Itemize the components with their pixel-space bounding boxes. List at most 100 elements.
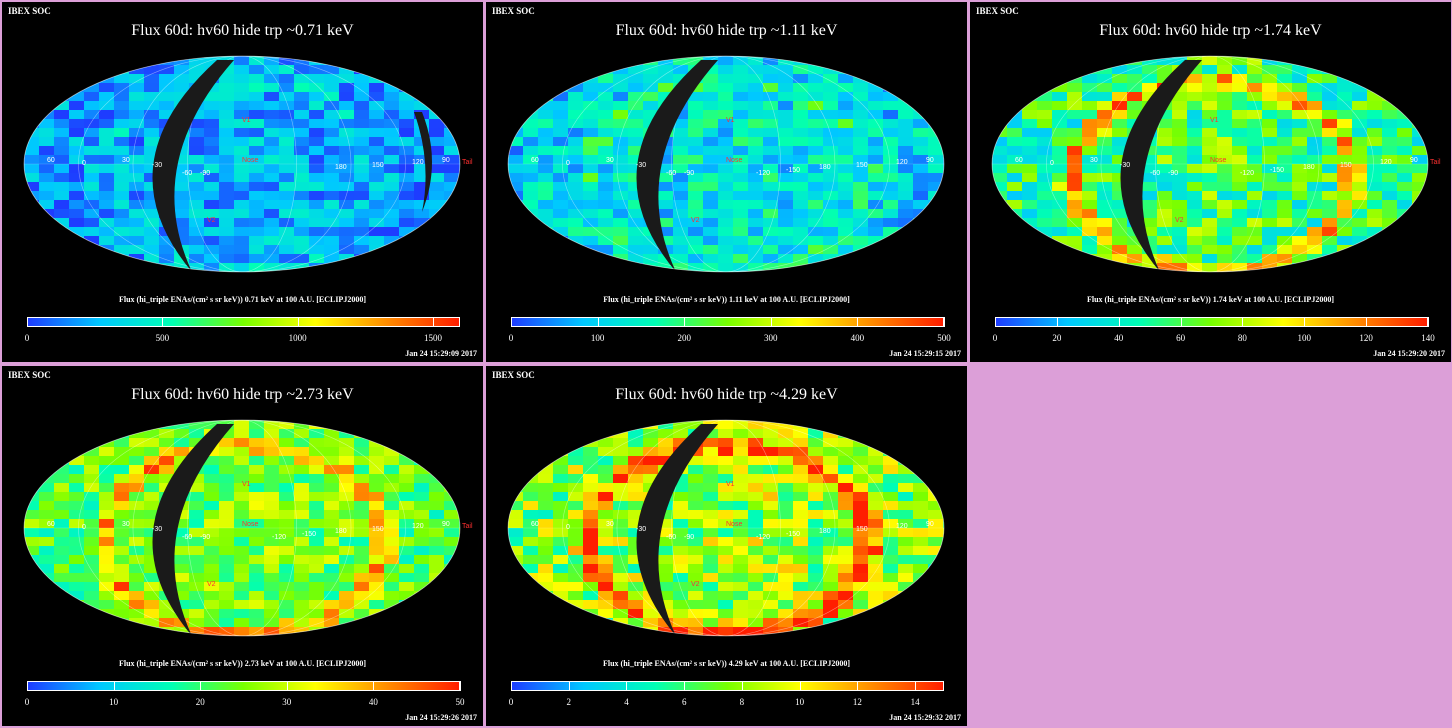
map-pixel [429,110,445,120]
map-pixel [1022,128,1038,138]
map-pixel [883,209,899,219]
map-pixel [129,420,145,430]
map-pixel [943,573,944,583]
map-pixel [628,254,644,264]
map-pixel [219,173,235,183]
map-marker-label: Nose [726,521,743,528]
map-pixel [174,164,190,174]
map-pixel [339,573,355,583]
map-pixel [1217,110,1233,120]
map-pixel [568,56,584,66]
map-pixel [823,227,839,237]
map-pixel [174,92,190,102]
map-pixel [249,492,265,502]
map-pixel [279,173,295,183]
map-pixel [144,609,160,619]
map-pixel [598,492,614,502]
map-pixel [384,245,400,255]
map-pixel [429,501,445,511]
map-pixel [309,600,325,610]
map-pixel [688,519,704,529]
map-pixel [189,573,205,583]
map-pixel [264,137,280,147]
map-pixel [943,591,944,601]
map-pixel [39,618,55,628]
map-pixel [868,191,884,201]
map-pixel [39,447,55,457]
map-pixel [189,164,205,174]
map-pixel [429,537,445,547]
map-pixel [24,236,40,246]
colorbar-tick-label: 80 [1237,333,1247,343]
map-pixel [793,137,809,147]
map-pixel [324,209,340,219]
map-pixel [568,618,584,628]
map-pixel [429,555,445,565]
map-pixel [69,218,85,228]
map-pixel [853,173,869,183]
ibex-soc-label: IBEX SOC [492,6,535,16]
map-pixel [249,447,265,457]
map-pixel [399,582,415,592]
map-pixel [718,155,734,165]
map-pixel [1202,263,1218,272]
map-pixel [703,101,719,111]
map-pixel [309,137,325,147]
map-pixel [1352,155,1368,165]
map-pixel [459,101,460,111]
map-pixel [838,627,854,636]
map-pixel [264,218,280,228]
longitude-label: -90 [684,170,695,177]
map-pixel [294,492,310,502]
map-pixel [853,83,869,93]
map-pixel [763,456,779,466]
map-pixel [853,200,869,210]
map-pixel [1202,128,1218,138]
map-pixel [1007,92,1023,102]
map-pixel [508,65,524,75]
map-marker-label: Tail [462,523,473,530]
map-pixel [1397,164,1413,174]
map-pixel [204,182,220,192]
sky-map [991,55,1429,273]
map-pixel [928,591,944,601]
map-pixel [508,101,524,111]
map-pixel [838,218,854,228]
colorbar-tick-label: 1000 [288,333,307,343]
map-pixel [568,591,584,601]
map-pixel [688,182,704,192]
longitude-label: -90 [1168,170,1179,177]
map-pixel [733,263,749,272]
map-pixel [234,119,250,129]
map-pixel [1397,236,1413,246]
map-pixel [1157,245,1173,255]
map-pixel [718,510,734,520]
map-pixel [24,510,40,520]
map-pixel [853,483,869,493]
map-pixel [1427,119,1428,129]
map-pixel [279,474,295,484]
map-pixel [703,191,719,201]
map-pixel [1352,191,1368,201]
map-pixel [414,618,430,628]
map-pixel [763,429,779,439]
map-pixel [429,119,445,129]
map-pixel [144,573,160,583]
map-pixel [673,119,689,129]
map-pixel [1217,101,1233,111]
map-pixel [823,510,839,520]
map-pixel [748,245,764,255]
map-pixel [189,218,205,228]
map-pixel [24,618,40,628]
map-pixel [523,465,539,475]
map-pixel [568,182,584,192]
map-pixel [399,245,415,255]
map-pixel [279,447,295,457]
map-pixel [898,155,914,165]
map-pixel [69,74,85,84]
map-pixel [84,546,100,556]
map-pixel [733,245,749,255]
map-pixel [54,429,70,439]
map-pixel [763,573,779,583]
map-pixel [1262,65,1278,75]
